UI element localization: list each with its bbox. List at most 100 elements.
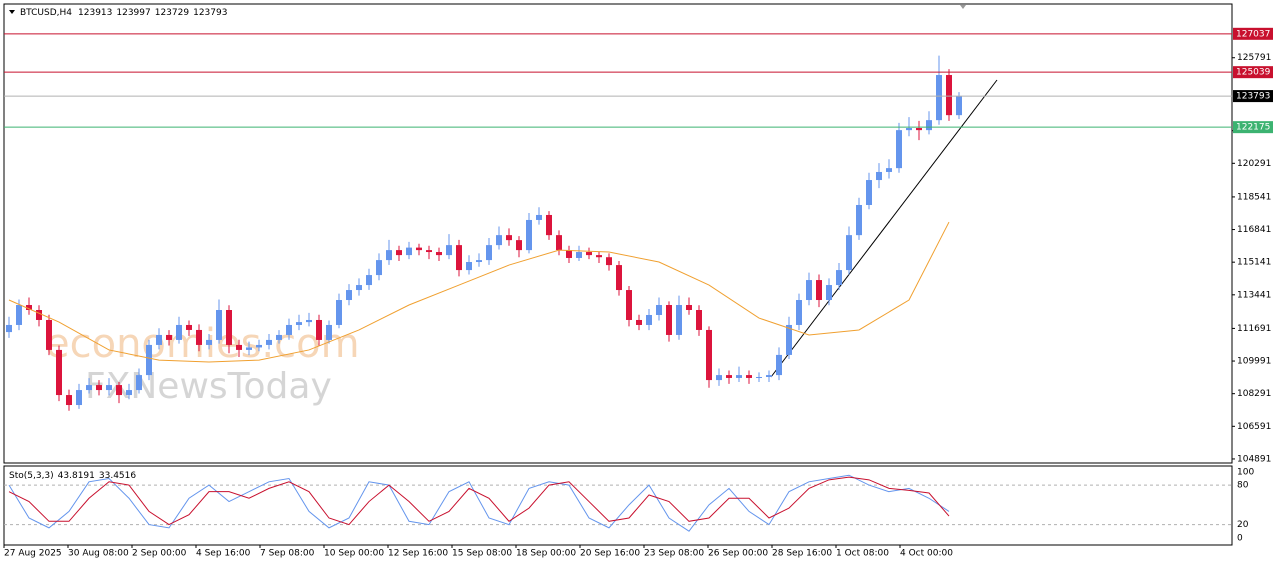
candle-body (96, 385, 102, 391)
candle-body (566, 250, 572, 258)
candle-body (686, 305, 692, 310)
main-value: 43.8191 (58, 471, 95, 481)
candle-body (866, 180, 872, 205)
stochastic-pane (3, 465, 1233, 546)
candle-body (76, 390, 82, 406)
candle-body (256, 344, 262, 348)
candle-body (236, 344, 242, 350)
x-tick-label: 27 Aug 2025 (4, 549, 62, 559)
y-tick-label: 125791 (1237, 53, 1271, 63)
watermark-text: FXNewsToday (85, 366, 332, 407)
candle-body (906, 128, 912, 131)
x-tick-label: 10 Sep 00:00 (324, 549, 384, 559)
candle-body (66, 395, 72, 406)
y-tick-label: 120291 (1237, 159, 1271, 169)
candle-body (16, 305, 22, 325)
candle-body (6, 324, 12, 333)
candle-body (326, 324, 332, 340)
candle-body (266, 339, 272, 345)
x-tick-label: 12 Sep 16:00 (388, 549, 448, 559)
watermark: economies.com FXNewsToday (45, 321, 360, 407)
x-tick-label: 2 Sep 00:00 (132, 549, 187, 559)
candle-body (576, 252, 582, 258)
candle-body (776, 354, 782, 376)
y-tick-label: 118541 (1237, 192, 1271, 202)
candle-body (246, 347, 252, 350)
candle-body (226, 310, 232, 345)
x-tick-label: 26 Sep 00:00 (708, 549, 768, 559)
y-tick-label: 109991 (1237, 357, 1271, 367)
x-tick-label: 4 Sep 16:00 (196, 549, 251, 559)
x-tick-label: 1 Oct 08:00 (836, 549, 889, 559)
x-tick-label: 28 Sep 16:00 (772, 549, 832, 559)
candle-body (196, 329, 202, 345)
moving-average (8, 221, 950, 363)
y-tick-label: 106591 (1237, 422, 1271, 432)
y-tick-label: 115141 (1237, 258, 1271, 268)
candle-body (546, 214, 552, 236)
x-tick-label: 7 Sep 08:00 (260, 549, 315, 559)
candle-body (366, 275, 372, 286)
indicator-name: Sto(5,3,3) (9, 471, 54, 481)
candle-body (486, 245, 492, 261)
candle-body (826, 285, 832, 301)
candle-body (646, 314, 652, 325)
candle-body (816, 280, 822, 301)
stochastic-main (8, 474, 950, 532)
candle-body (666, 305, 672, 335)
candle-body (276, 334, 282, 340)
candle-body (506, 235, 512, 241)
candle-body (876, 171, 882, 181)
price-tag (1233, 121, 1273, 134)
x-tick-label: 4 Oct 00:00 (900, 549, 953, 559)
candle-body (166, 334, 172, 340)
candle-body (596, 255, 602, 258)
stochastic-tick-label: 80 (1237, 481, 1249, 491)
price-tag-label: 127037 (1236, 29, 1270, 39)
stochastic-tick-label: 100 (1237, 467, 1254, 477)
candle-body (926, 120, 932, 131)
candle-body (626, 290, 632, 320)
candle-body (746, 375, 752, 378)
x-tick-label: 23 Sep 08:00 (644, 549, 704, 559)
y-tick-label: 111691 (1237, 324, 1271, 334)
candle-body (306, 319, 312, 323)
candle-body (796, 300, 802, 325)
candle-body (516, 240, 522, 251)
candle-body (46, 319, 52, 350)
candle-body (836, 270, 842, 286)
candle-body (406, 247, 412, 256)
candle-body (526, 219, 532, 251)
trend-line (770, 79, 998, 378)
y-tick-label: 104891 (1237, 454, 1271, 464)
symbol-menu-arrow (9, 10, 15, 14)
x-tick-label: 30 Aug 08:00 (68, 549, 129, 559)
candle-body (886, 168, 892, 172)
close: 123793 (193, 8, 227, 18)
candle-body (116, 385, 122, 396)
symbol: BTCUSD,H4 (20, 8, 72, 18)
candle-body (286, 324, 292, 335)
candle-body (356, 285, 362, 291)
candle-body (766, 375, 772, 377)
candle-body (696, 310, 702, 330)
candle-body (956, 96, 962, 116)
price-tag-label: 122175 (1236, 123, 1270, 133)
shift-marker (960, 5, 966, 9)
candle-body (846, 235, 852, 271)
candle-body (126, 390, 132, 396)
candle-body (496, 235, 502, 246)
candle-body (586, 252, 592, 256)
x-tick-label: 18 Sep 00:00 (516, 549, 576, 559)
candle-body (106, 385, 112, 391)
candle-body (296, 322, 302, 325)
candle-body (466, 262, 472, 271)
candle-body (726, 375, 732, 378)
candle-body (186, 324, 192, 330)
candle-body (416, 247, 422, 251)
y-tick-label: 108291 (1237, 389, 1271, 399)
candle-body (436, 252, 442, 256)
candle-body (56, 349, 62, 396)
signal-value: 33.4516 (99, 471, 136, 481)
